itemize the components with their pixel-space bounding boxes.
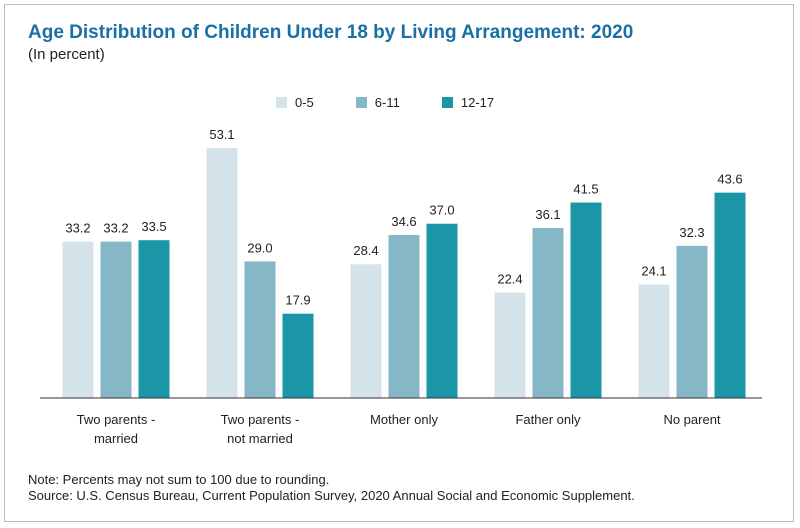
- data-label-0-0-5: 33.2: [65, 221, 90, 236]
- data-label-3-6-11: 36.1: [535, 207, 560, 222]
- bar-0-0-5: [62, 241, 94, 398]
- bar-0-6-11: [100, 241, 132, 398]
- data-label-2-12-17: 37.0: [429, 203, 454, 218]
- legend-swatch-6-11: [355, 97, 367, 108]
- legend-label-6-11: 6-11: [374, 95, 400, 110]
- data-label-0-12-17: 33.5: [141, 219, 166, 234]
- bar-1-12-17: [282, 313, 314, 398]
- data-label-1-0-5: 53.1: [209, 127, 234, 142]
- chart-subtitle: (In percent): [28, 46, 105, 63]
- legend-label-12-17: 12-17: [460, 95, 495, 110]
- data-label-4-12-17: 43.6: [717, 172, 742, 187]
- legend: 0-5 6-11 12-17: [276, 95, 494, 110]
- category-label-2-0: Mother only: [370, 412, 438, 427]
- category-label-1-0: Two parents -: [221, 412, 300, 427]
- bar-2-0-5: [350, 264, 382, 398]
- bar-4-0-5: [638, 284, 670, 398]
- category-label-4-0: No parent: [663, 412, 720, 427]
- bar-4-12-17: [714, 192, 746, 398]
- legend-label-0-5: 0-5: [295, 95, 314, 110]
- chart-title: Age Distribution of Children Under 18 by…: [28, 22, 634, 43]
- chart-note: Note: Percents may not sum to 100 due to…: [28, 472, 330, 487]
- bar-0-12-17: [138, 240, 170, 398]
- data-label-2-6-11: 34.6: [391, 214, 416, 229]
- legend-swatch-0-5: [276, 97, 287, 108]
- data-label-3-0-5: 22.4: [497, 271, 522, 286]
- data-label-2-0-5: 28.4: [353, 243, 378, 258]
- chart-source: Source: U.S. Census Bureau, Current Popu…: [28, 488, 635, 503]
- bar-2-6-11: [388, 235, 420, 398]
- bar-1-6-11: [244, 261, 276, 398]
- bar-3-12-17: [570, 202, 602, 398]
- category-label-0-0: Two parents -: [77, 412, 156, 427]
- bar-4-6-11: [676, 245, 708, 398]
- bar-3-6-11: [532, 227, 564, 398]
- legend-item-0-5: 0-5: [276, 95, 314, 110]
- data-label-1-6-11: 29.0: [247, 240, 272, 255]
- data-label-1-12-17: 17.9: [285, 293, 310, 308]
- data-label-3-12-17: 41.5: [573, 182, 598, 197]
- legend-item-12-17: 12-17: [441, 95, 495, 110]
- data-label-4-6-11: 32.3: [679, 225, 704, 240]
- data-label-0-6-11: 33.2: [103, 221, 128, 236]
- data-label-4-0-5: 24.1: [641, 263, 666, 278]
- category-label-0-1: married: [94, 431, 138, 446]
- category-label-1-1: not married: [227, 431, 293, 446]
- legend-item-6-11: 6-11: [355, 95, 400, 110]
- bar-2-12-17: [426, 223, 458, 398]
- bar-1-0-5: [206, 147, 238, 398]
- category-label-3-0: Father only: [515, 412, 581, 427]
- legend-swatch-12-17: [441, 97, 453, 108]
- bar-3-0-5: [494, 292, 526, 398]
